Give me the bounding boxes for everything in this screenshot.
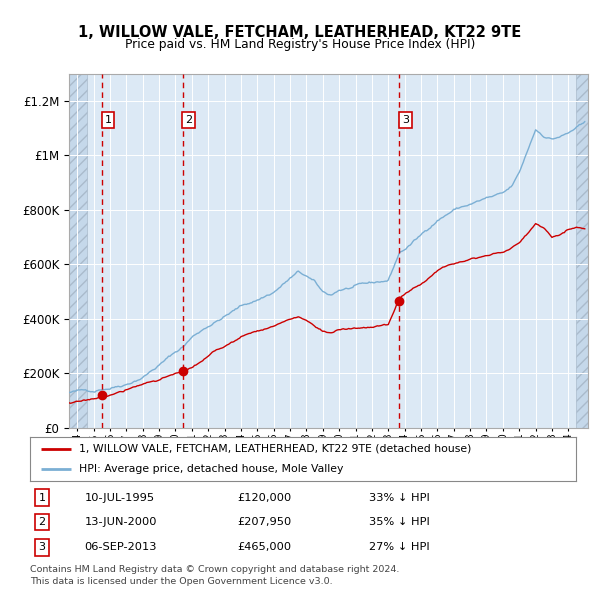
Text: This data is licensed under the Open Government Licence v3.0.: This data is licensed under the Open Gov…: [30, 577, 332, 586]
Text: Price paid vs. HM Land Registry's House Price Index (HPI): Price paid vs. HM Land Registry's House …: [125, 38, 475, 51]
Bar: [576, 74, 588, 428]
Bar: [69, 74, 87, 428]
Text: 06-SEP-2013: 06-SEP-2013: [85, 542, 157, 552]
Text: 1: 1: [38, 493, 46, 503]
Text: HPI: Average price, detached house, Mole Valley: HPI: Average price, detached house, Mole…: [79, 464, 344, 474]
Text: 3: 3: [38, 542, 46, 552]
Text: 1, WILLOW VALE, FETCHAM, LEATHERHEAD, KT22 9TE: 1, WILLOW VALE, FETCHAM, LEATHERHEAD, KT…: [79, 25, 521, 40]
Text: 2: 2: [38, 517, 46, 527]
Text: £465,000: £465,000: [238, 542, 292, 552]
Text: 35% ↓ HPI: 35% ↓ HPI: [368, 517, 430, 527]
Text: 2: 2: [185, 115, 193, 124]
Text: £120,000: £120,000: [238, 493, 292, 503]
Text: 10-JUL-1995: 10-JUL-1995: [85, 493, 155, 503]
Text: £207,950: £207,950: [238, 517, 292, 527]
Text: 33% ↓ HPI: 33% ↓ HPI: [368, 493, 430, 503]
Text: 1: 1: [104, 115, 112, 124]
Text: 13-JUN-2000: 13-JUN-2000: [85, 517, 157, 527]
Text: 27% ↓ HPI: 27% ↓ HPI: [368, 542, 429, 552]
Text: 3: 3: [402, 115, 409, 124]
Text: 1, WILLOW VALE, FETCHAM, LEATHERHEAD, KT22 9TE (detached house): 1, WILLOW VALE, FETCHAM, LEATHERHEAD, KT…: [79, 444, 472, 454]
Text: Contains HM Land Registry data © Crown copyright and database right 2024.: Contains HM Land Registry data © Crown c…: [30, 565, 400, 574]
